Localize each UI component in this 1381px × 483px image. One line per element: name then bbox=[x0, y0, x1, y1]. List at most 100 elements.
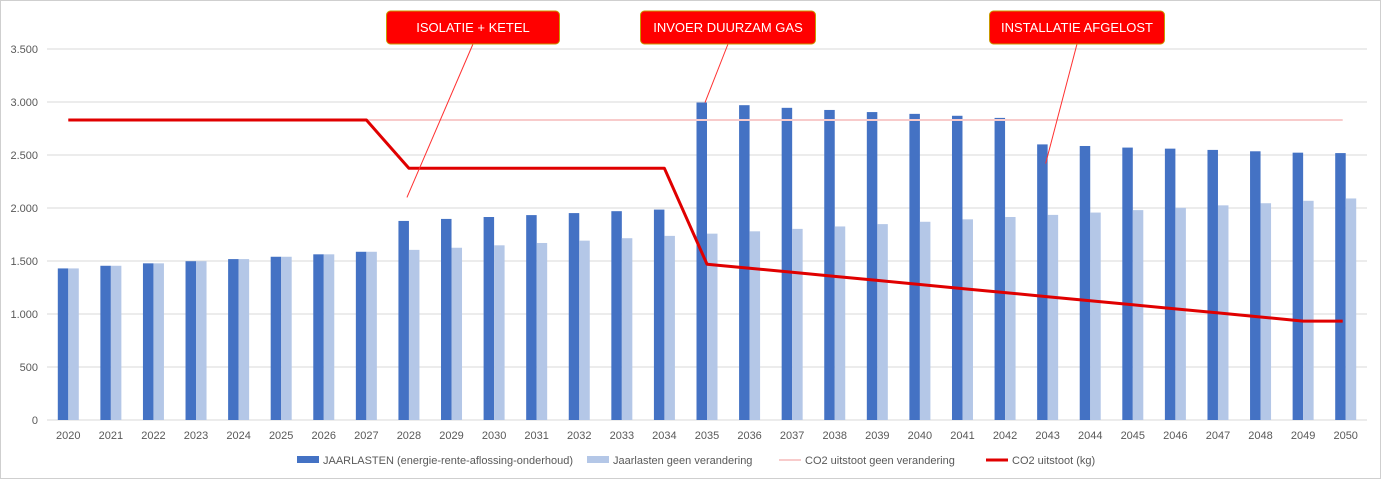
x-tick-label: 2046 bbox=[1163, 430, 1187, 442]
x-tick-label: 2028 bbox=[397, 430, 421, 442]
bar-jaarlasten bbox=[313, 254, 324, 420]
bar-geen-verandering bbox=[238, 259, 250, 420]
bar-jaarlasten bbox=[1207, 149, 1218, 421]
x-tick-label: 2038 bbox=[822, 430, 846, 442]
x-tick-label: 2032 bbox=[567, 430, 591, 442]
callout-box bbox=[989, 10, 1165, 45]
x-tick-label: 2030 bbox=[482, 430, 506, 442]
bar-geen-verandering bbox=[962, 219, 973, 420]
bar-jaarlasten bbox=[1164, 148, 1176, 420]
legend-label: Jaarlasten geen verandering bbox=[613, 455, 752, 467]
x-tick-label: 2020 bbox=[56, 430, 80, 442]
bar-geen-verandering bbox=[1132, 210, 1144, 420]
bar-geen-verandering bbox=[153, 263, 164, 420]
bar-geen-verandering bbox=[919, 221, 931, 420]
x-tick-label: 2050 bbox=[1333, 430, 1357, 442]
line-co2-uitstoot bbox=[68, 118, 1343, 323]
bar-geen-verandering bbox=[749, 231, 761, 420]
bar-geen-verandering bbox=[1345, 198, 1357, 420]
bar-jaarlasten bbox=[270, 256, 282, 420]
bar-jaarlasten bbox=[185, 261, 197, 420]
bar-jaarlasten bbox=[909, 113, 920, 420]
bar-jaarlasten bbox=[355, 251, 367, 420]
bar-geen-verandering bbox=[451, 247, 463, 420]
bar-geen-verandering bbox=[1260, 203, 1272, 420]
bar-geen-verandering bbox=[579, 240, 590, 420]
bar-geen-verandering bbox=[494, 245, 505, 420]
bar-jaarlasten bbox=[611, 211, 622, 420]
y-tick-label: 500 bbox=[20, 362, 38, 374]
bar-jaarlasten bbox=[1079, 145, 1091, 421]
x-tick-label: 2022 bbox=[141, 430, 165, 442]
x-tick-label: 2049 bbox=[1291, 430, 1315, 442]
bar-geen-verandering bbox=[707, 233, 718, 420]
bar-geen-verandering bbox=[536, 242, 548, 420]
bar-geen-verandering bbox=[792, 228, 803, 420]
bar-jaarlasten bbox=[781, 107, 793, 420]
x-tick-label: 2027 bbox=[354, 430, 378, 442]
x-tick-label: 2033 bbox=[610, 430, 634, 442]
y-tick-label: 2.000 bbox=[10, 203, 38, 215]
bar-geen-verandering bbox=[621, 238, 633, 420]
bar-jaarlasten bbox=[1037, 144, 1048, 420]
bar-jaarlasten bbox=[994, 117, 1006, 421]
bar-jaarlasten bbox=[696, 102, 707, 420]
bar-jaarlasten bbox=[228, 259, 239, 420]
bar-geen-verandering bbox=[323, 254, 335, 420]
bar-jaarlasten bbox=[441, 218, 452, 420]
bar-jaarlasten bbox=[824, 109, 835, 420]
callout-leader-line bbox=[1045, 43, 1078, 164]
bar-geen-verandering bbox=[1090, 212, 1101, 420]
bar-jaarlasten bbox=[866, 112, 878, 420]
legend-label: CO2 uitstoot geen verandering bbox=[805, 455, 955, 467]
bar-jaarlasten bbox=[57, 268, 69, 420]
bar-jaarlasten bbox=[142, 263, 154, 420]
x-tick-label: 2041 bbox=[950, 430, 974, 442]
legend-label: JAARLASTEN (energie-rente-aflossing-onde… bbox=[323, 455, 573, 467]
x-tick-label: 2021 bbox=[99, 430, 123, 442]
x-tick-label: 2034 bbox=[652, 430, 676, 442]
bar-geen-verandering bbox=[196, 261, 207, 420]
bar-geen-verandering bbox=[1303, 200, 1314, 420]
x-tick-label: 2045 bbox=[1121, 430, 1145, 442]
x-tick-label: 2029 bbox=[439, 430, 463, 442]
x-tick-label: 2048 bbox=[1248, 430, 1272, 442]
y-tick-label: 2.500 bbox=[10, 150, 38, 162]
bar-geen-verandering bbox=[110, 265, 122, 420]
bar-jaarlasten bbox=[951, 115, 963, 420]
bar-geen-verandering bbox=[68, 268, 79, 420]
bar-jaarlasten bbox=[739, 105, 750, 421]
bar-geen-verandering bbox=[664, 235, 675, 420]
bar-jaarlasten bbox=[100, 265, 111, 420]
x-tick-label: 2024 bbox=[226, 430, 250, 442]
x-tick-label: 2037 bbox=[780, 430, 804, 442]
x-tick-label: 2043 bbox=[1035, 430, 1059, 442]
annotations: ISOLATIE + KETEL INVOER DUURZAM GAS INSTAL… bbox=[386, 10, 1165, 198]
x-tick-label: 2031 bbox=[524, 430, 548, 442]
bar-geen-verandering bbox=[408, 249, 420, 420]
bar-jaarlasten bbox=[1122, 147, 1133, 420]
y-tick-label: 1.500 bbox=[10, 256, 38, 268]
callout-box bbox=[640, 10, 816, 45]
legend-swatch bbox=[587, 456, 609, 463]
bar-jaarlasten bbox=[1335, 153, 1346, 421]
x-tick-label: 2044 bbox=[1078, 430, 1102, 442]
x-tick-label: 2026 bbox=[312, 430, 336, 442]
callout-box bbox=[386, 10, 560, 45]
callout-label: INSTALLATIE AFGELOST bbox=[1001, 20, 1153, 35]
bar-geen-verandering bbox=[1047, 214, 1059, 420]
x-tick-label: 2047 bbox=[1206, 430, 1230, 442]
y-tick-label: 1.000 bbox=[10, 309, 38, 321]
y-axis-ticks: 0 500 1.000 1.500 2.000 2.500 3.000 3.500 bbox=[10, 44, 38, 427]
bar-geen-verandering bbox=[281, 256, 292, 420]
x-tick-label: 2023 bbox=[184, 430, 208, 442]
legend: JAARLASTEN (energie-rente-aflossing-onde… bbox=[297, 455, 1095, 467]
bar-geen-verandering bbox=[1175, 207, 1186, 420]
bar-jaarlasten bbox=[568, 213, 580, 420]
bar-jaarlasten bbox=[483, 217, 495, 420]
bar-jaarlasten bbox=[398, 220, 409, 420]
x-tick-label: 2040 bbox=[908, 430, 932, 442]
series-lines bbox=[68, 118, 1343, 323]
